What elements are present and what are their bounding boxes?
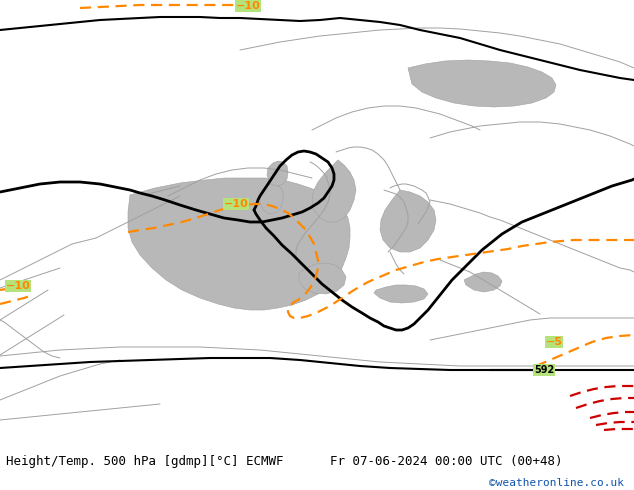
Text: −10: −10: [6, 281, 30, 291]
Polygon shape: [464, 272, 502, 292]
Polygon shape: [299, 263, 346, 294]
Polygon shape: [374, 285, 428, 303]
Polygon shape: [260, 184, 283, 214]
Text: 592: 592: [534, 365, 554, 375]
Text: −10: −10: [236, 1, 261, 11]
Text: −10: −10: [224, 199, 249, 209]
Text: Height/Temp. 500 hPa [gdmp][°C] ECMWF: Height/Temp. 500 hPa [gdmp][°C] ECMWF: [6, 455, 284, 468]
Polygon shape: [267, 161, 288, 186]
Polygon shape: [128, 178, 350, 310]
Polygon shape: [312, 160, 356, 222]
Text: Fr 07-06-2024 00:00 UTC (00+48): Fr 07-06-2024 00:00 UTC (00+48): [330, 455, 562, 468]
Text: ©weatheronline.co.uk: ©weatheronline.co.uk: [489, 478, 624, 488]
Polygon shape: [408, 60, 556, 107]
Text: −5: −5: [545, 337, 562, 347]
Polygon shape: [380, 190, 436, 252]
